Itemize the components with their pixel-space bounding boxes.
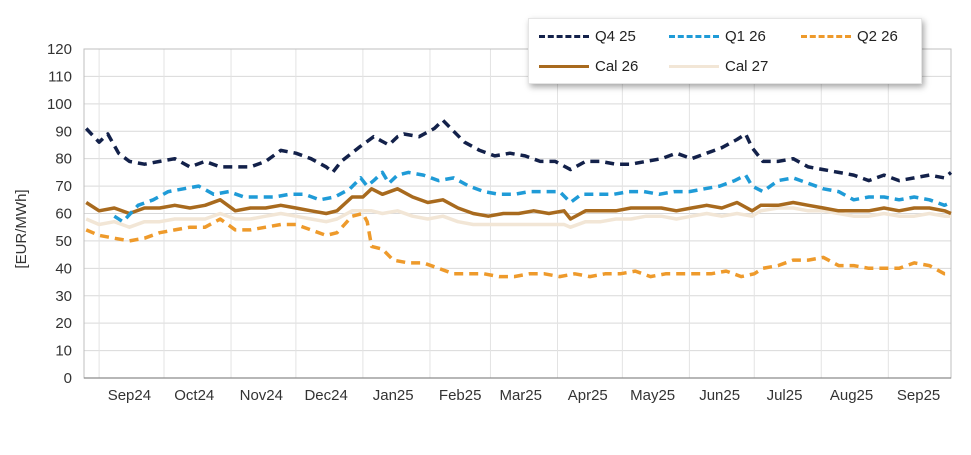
y-tick-label: 0: [64, 370, 72, 387]
series-line-q1-26: [113, 170, 952, 224]
legend-label-cal-27: Cal 27: [725, 57, 769, 75]
legend-label-q1-26: Q1 26: [725, 27, 766, 45]
x-tick-label: Jul25: [767, 387, 803, 404]
x-tick-label: Jan25: [373, 387, 414, 404]
x-tick-label: Aug25: [830, 387, 873, 404]
x-tick-label: Nov24: [240, 387, 283, 404]
y-tick-label: 80: [55, 151, 72, 168]
legend-item-cal-26: Cal 26: [539, 55, 638, 77]
y-tick-label: 60: [55, 206, 72, 223]
legend-swatch-q1-26: [669, 34, 719, 38]
series-line-q4-25: [84, 118, 953, 183]
y-tick-label: 110: [48, 68, 72, 85]
legend-item-q2-26: Q2 26: [801, 25, 898, 47]
y-tick-label: 10: [55, 343, 72, 360]
x-tick-label: Sep24: [108, 387, 151, 404]
y-tick-label: 70: [55, 178, 72, 195]
series-line-q2-26: [85, 211, 951, 279]
legend-swatch-cal-26: [539, 64, 589, 68]
legend: Q4 25 Q1 26 Q2 26 Cal 26 Cal 27: [528, 18, 922, 84]
legend-label-cal-26: Cal 26: [595, 57, 639, 75]
x-tick-label: May25: [630, 387, 675, 404]
series-line-cal-27: [85, 206, 951, 229]
y-tick-label: 50: [55, 233, 72, 250]
legend-swatch-q4-25: [539, 34, 589, 38]
y-tick-label: 30: [55, 288, 72, 305]
axes: 0 10 20 30 40 50 60 70 80 90 100 110 120 Sep24 Oct24 No…: [47, 41, 951, 404]
y-tick-label: 120: [47, 41, 72, 58]
legend-item-cal-27: Cal 27: [669, 55, 768, 77]
y-tick-label: 90: [55, 123, 72, 140]
x-tick-label: Apr25: [568, 387, 608, 404]
y-axis-label: [EUR/MWh]: [13, 189, 30, 268]
legend-label-q4-25: Q4 25: [595, 27, 636, 45]
series-line-cal-26: [85, 187, 952, 221]
x-tick-label: Dec24: [304, 387, 347, 404]
gridlines: [83, 48, 952, 379]
legend-label-q2-26: Q2 26: [857, 27, 898, 45]
y-tick-label: 100: [47, 96, 72, 113]
x-tick-label: Mar25: [499, 387, 542, 404]
legend-swatch-q2-26: [801, 34, 851, 38]
y-tick-label: 20: [55, 315, 72, 332]
x-tick-label: Jun25: [699, 387, 740, 404]
series-lines: [84, 118, 953, 279]
legend-swatch-cal-27: [669, 64, 719, 68]
x-tick-label: Sep25: [897, 387, 940, 404]
legend-item-q4-25: Q4 25: [539, 25, 636, 47]
x-tick-label: Feb25: [439, 387, 482, 404]
y-tick-label: 40: [55, 260, 72, 277]
x-tick-label: Oct24: [174, 387, 214, 404]
legend-item-q1-26: Q1 26: [669, 25, 766, 47]
